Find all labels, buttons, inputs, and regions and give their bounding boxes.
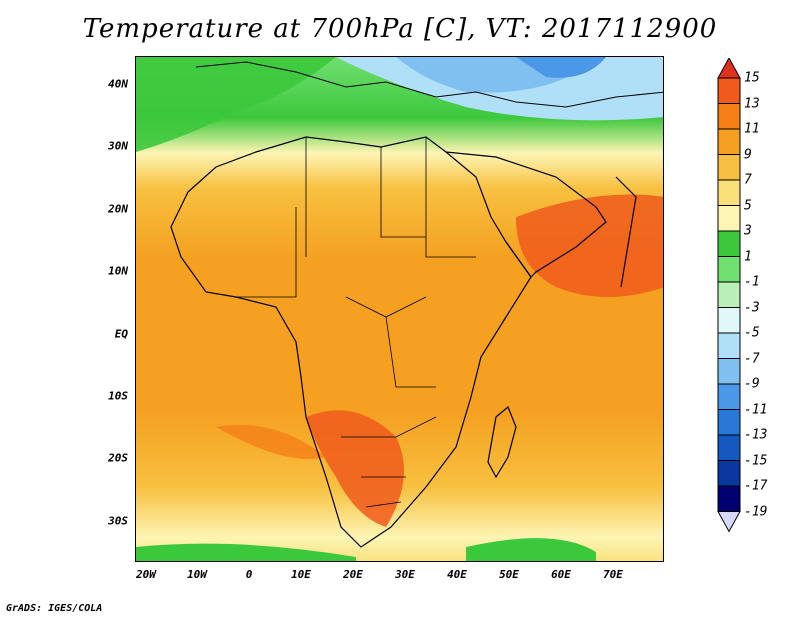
colorbar-box: [717, 332, 741, 359]
lat-label: 30S: [108, 514, 128, 528]
colorbar-label: 5: [744, 198, 752, 213]
colorbar-label: 7: [744, 172, 752, 188]
colorbar-label: -13: [744, 427, 768, 443]
lon-label: 30E: [395, 568, 415, 581]
colorbar-box: [717, 256, 741, 283]
colorbar-label: -5: [744, 325, 760, 341]
colorbar-label: -11: [744, 402, 768, 417]
colorbar-bottom-arrow: [717, 511, 741, 533]
lat-label: EQ: [114, 327, 128, 341]
colorbar-box: [717, 103, 741, 130]
arabian-peninsula-outline: [445, 151, 607, 278]
country-borders: [236, 137, 476, 508]
lon-label: 10E: [291, 568, 311, 581]
colorbar-box: [717, 485, 741, 512]
colorbar-label: 9: [744, 147, 752, 162]
warm-streak-atlantic: [216, 425, 326, 459]
lon-label: 0: [245, 568, 253, 581]
lat-label: 10N: [108, 264, 128, 278]
green-band-sw: [136, 543, 356, 561]
footer-credit: GrADS: IGES/COLA: [6, 603, 103, 614]
colorbar-box: [717, 307, 741, 334]
europe-coastline: [195, 61, 663, 108]
colorbar-label: 3: [744, 223, 752, 239]
map-title: Temperature at 700hPa [C], VT: 201711290…: [82, 14, 718, 44]
colorbar-label: -1: [744, 274, 760, 290]
colorbar-top-arrow: [717, 58, 741, 79]
green-band-nw: [136, 57, 336, 152]
colorbar-box: [717, 77, 741, 104]
lon-label: 10W: [187, 568, 207, 581]
lon-label: 50E: [499, 568, 519, 581]
colorbar-label: -15: [744, 453, 768, 468]
temperature-map: [135, 56, 664, 562]
warm-region-southern-africa: [306, 410, 404, 527]
africa-coastline: [170, 136, 532, 548]
colorbar-box: [717, 281, 741, 308]
colorbar-label: -9: [744, 376, 760, 392]
lon-label: 70E: [603, 568, 623, 581]
green-band-se: [466, 538, 596, 561]
warm-region-arabian-sea: [516, 194, 663, 297]
colorbar-box: [717, 383, 741, 410]
colorbar-label: -17: [744, 478, 768, 494]
colorbar-box: [717, 154, 741, 181]
colorbar-label: -7: [744, 351, 760, 366]
colorbar-label: -3: [744, 300, 760, 315]
colorbar-box: [717, 205, 741, 232]
colorbar-box: [717, 460, 741, 487]
lat-label: 40N: [108, 77, 128, 91]
colorbar: [717, 58, 741, 533]
lon-label: 20E: [343, 568, 363, 581]
lon-label: 20W: [136, 568, 156, 581]
india-coastline: [615, 176, 637, 288]
lat-label: 20S: [108, 451, 128, 465]
colorbar-label: -19: [744, 504, 768, 519]
madagascar-outline: [487, 406, 517, 479]
lon-label: 60E: [551, 568, 571, 581]
colorbar-label: 11: [744, 121, 760, 137]
colorbar-box: [717, 179, 741, 206]
colorbar-boxes: [717, 58, 741, 533]
map-field: [136, 57, 663, 561]
colorbar-label: 1: [744, 249, 752, 264]
colorbar-label: 13: [744, 96, 760, 111]
lat-label: 10S: [108, 389, 128, 403]
colorbar-box: [717, 128, 741, 155]
lon-label: 40E: [447, 568, 467, 581]
colorbar-label: 15: [744, 70, 760, 86]
lat-label: 30N: [108, 139, 128, 153]
colorbar-box: [717, 434, 741, 461]
lat-label: 20N: [108, 202, 128, 216]
coldest-core-north: [516, 57, 606, 78]
colorbar-box: [717, 409, 741, 436]
colorbar-box: [717, 230, 741, 257]
colorbar-box: [717, 358, 741, 385]
